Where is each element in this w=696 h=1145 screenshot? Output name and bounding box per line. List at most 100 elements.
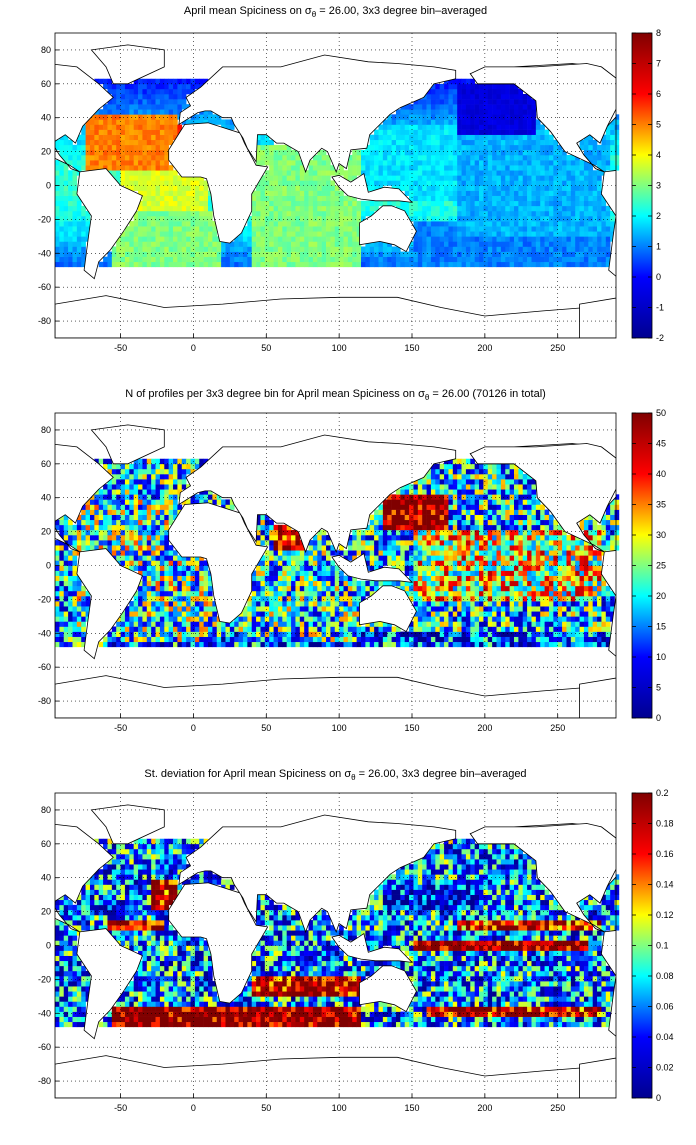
- data-cell: [457, 606, 462, 611]
- data-cell: [169, 241, 174, 246]
- data-cell: [440, 201, 445, 206]
- data-cell: [59, 236, 64, 241]
- data-cell: [348, 601, 353, 606]
- data-cell: [593, 175, 598, 180]
- data-cell: [378, 155, 383, 160]
- data-cell: [392, 145, 397, 150]
- data-cell: [103, 140, 108, 145]
- data-cell: [212, 616, 217, 621]
- data-cell: [488, 566, 493, 571]
- data-cell: [580, 611, 585, 616]
- data-cell: [492, 601, 497, 606]
- data-cell: [492, 180, 497, 185]
- data-cell: [440, 571, 445, 576]
- data-cell: [462, 601, 467, 606]
- data-cell: [440, 196, 445, 201]
- data-cell: [64, 145, 69, 150]
- data-cell: [103, 637, 108, 642]
- data-cell: [597, 576, 602, 581]
- data-cell: [523, 586, 528, 591]
- data-cell: [142, 99, 147, 104]
- data-cell: [440, 247, 445, 252]
- data-cell: [147, 109, 152, 114]
- data-cell: [527, 109, 532, 114]
- data-cell: [422, 135, 427, 140]
- data-cell: [147, 601, 152, 606]
- data-cell: [243, 231, 248, 236]
- data-cell: [59, 566, 64, 571]
- data-cell: [488, 84, 493, 89]
- data-cell: [497, 221, 502, 226]
- data-cell: [531, 241, 536, 246]
- data-cell: [99, 642, 104, 647]
- data-cell: [457, 252, 462, 257]
- data-cell: [313, 221, 318, 226]
- data-cell: [497, 145, 502, 150]
- data-cell: [549, 632, 554, 637]
- data-cell: [191, 606, 196, 611]
- data-cell: [483, 145, 488, 150]
- data-cell: [531, 119, 536, 124]
- data-cell: [160, 632, 165, 637]
- data-cell: [186, 606, 191, 611]
- data-cell: [304, 186, 309, 191]
- data-cell: [505, 125, 510, 130]
- data-cell: [575, 576, 580, 581]
- data-cell: [553, 191, 558, 196]
- data-cell: [584, 150, 589, 155]
- data-cell: [68, 180, 73, 185]
- data-cell: [606, 155, 611, 160]
- data-cell: [309, 165, 314, 170]
- data-cell: [134, 226, 139, 231]
- data-cell: [505, 201, 510, 206]
- data-cell: [479, 150, 484, 155]
- data-cell: [527, 637, 532, 642]
- data-cell: [116, 632, 121, 637]
- data-cell: [549, 621, 554, 626]
- data-cell: [571, 611, 576, 616]
- data-cell: [470, 576, 475, 581]
- data-cell: [86, 596, 91, 601]
- data-cell: [278, 637, 283, 642]
- data-cell: [278, 155, 283, 160]
- data-cell: [558, 606, 563, 611]
- data-cell: [562, 226, 567, 231]
- data-cell: [72, 236, 77, 241]
- data-cell: [606, 135, 611, 140]
- data-cell: [510, 586, 515, 591]
- data-cell: [169, 637, 174, 642]
- data-cell: [260, 140, 265, 145]
- data-cell: [129, 89, 134, 94]
- data-cell: [483, 606, 488, 611]
- data-cell: [597, 632, 602, 637]
- data-cell: [588, 596, 593, 601]
- data-cell: [269, 627, 274, 632]
- data-cell: [291, 165, 296, 170]
- data-cell: [256, 642, 261, 647]
- data-cell: [431, 186, 436, 191]
- data-cell: [540, 216, 545, 221]
- data-cell: [344, 616, 349, 621]
- data-cell: [405, 145, 410, 150]
- data-cell: [365, 581, 370, 586]
- data-cell: [335, 247, 340, 252]
- data-cell: [147, 180, 152, 185]
- data-cell: [287, 155, 292, 160]
- data-cell: [431, 247, 436, 252]
- data-cell: [580, 160, 585, 165]
- data-cell: [457, 257, 462, 262]
- data-cell: [505, 591, 510, 596]
- data-cell: [448, 621, 453, 626]
- data-cell: [330, 632, 335, 637]
- data-cell: [225, 257, 230, 262]
- data-cell: [422, 99, 427, 104]
- data-cell: [431, 211, 436, 216]
- data-cell: [597, 637, 602, 642]
- data-cell: [374, 581, 379, 586]
- data-cell: [475, 196, 480, 201]
- data-cell: [466, 180, 471, 185]
- data-cell: [545, 196, 550, 201]
- data-cell: [418, 125, 423, 130]
- data-cell: [195, 196, 200, 201]
- data-cell: [601, 596, 606, 601]
